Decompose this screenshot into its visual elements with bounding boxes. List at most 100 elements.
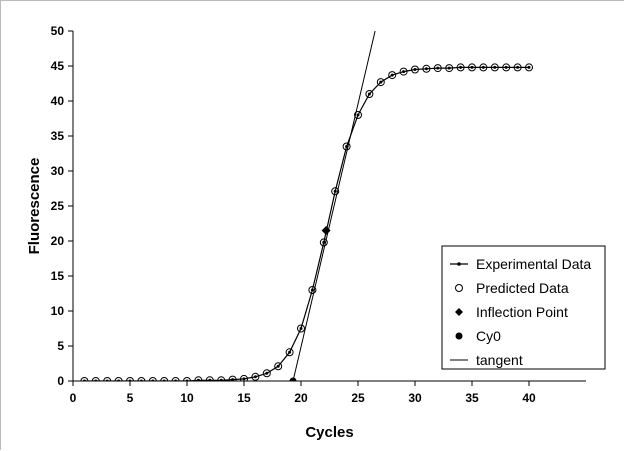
predicted-point <box>479 63 488 72</box>
predicted-point <box>297 324 305 333</box>
predicted-point <box>205 376 214 381</box>
legend-symbol-inflection-point <box>455 308 463 316</box>
y-tick-label: 50 <box>51 24 65 38</box>
experimental-point <box>424 67 428 71</box>
experimental-point <box>481 65 485 69</box>
experimental-point <box>185 379 189 381</box>
experimental-point <box>196 378 200 381</box>
legend-label-experimental-data: Experimental Data <box>476 256 591 272</box>
predicted-point <box>388 71 397 80</box>
experimental-point <box>139 379 143 381</box>
predicted-point <box>262 369 271 378</box>
experimental-point <box>356 113 360 117</box>
y-tick-label: 40 <box>51 94 65 108</box>
experimental-point <box>162 379 166 381</box>
predicted-point <box>194 376 203 381</box>
predicted-point <box>137 377 146 381</box>
predicted-point <box>80 377 89 381</box>
experimental-point <box>299 327 303 330</box>
experimental-point <box>253 375 257 379</box>
y-axis-title: Fluorescence <box>26 158 43 255</box>
experimental-point <box>276 364 280 368</box>
experimental-point <box>470 65 474 69</box>
predicted-point <box>160 377 169 381</box>
experimental-point <box>367 92 371 96</box>
predicted-point <box>217 376 226 381</box>
experimental-point <box>459 65 463 69</box>
legend-label-cy0: Cy0 <box>476 328 501 344</box>
legend-symbol-predicted-data <box>455 284 463 292</box>
predicted-point <box>331 187 340 196</box>
predicted-point <box>114 377 123 381</box>
experimental-point <box>379 80 383 84</box>
x-tick-label: 40 <box>522 391 536 405</box>
y-tick-label: 10 <box>51 304 65 318</box>
experimental-point <box>242 377 246 381</box>
experimental-point <box>174 379 178 381</box>
predicted-point <box>342 142 351 151</box>
predicted-point <box>319 238 328 247</box>
inflection-point <box>321 226 331 235</box>
experimental-point <box>504 65 508 69</box>
predicted-point <box>422 64 431 73</box>
predicted-point <box>103 377 112 381</box>
predicted-point <box>251 372 260 381</box>
y-tick-label: 45 <box>51 59 65 73</box>
experimental-line <box>84 66 529 381</box>
legend-box <box>441 245 606 370</box>
predicted-point <box>365 90 374 98</box>
experimental-point <box>94 379 98 381</box>
predicted-point <box>433 64 442 73</box>
experimental-point <box>105 379 109 381</box>
experimental-point <box>516 65 520 69</box>
x-axis-title: Cycles <box>305 424 353 441</box>
predicted-point <box>399 67 408 76</box>
experimental-point <box>402 70 406 74</box>
predicted-point <box>126 377 134 381</box>
y-tick-label: 5 <box>57 339 64 353</box>
legend-label-inflection-point: Inflection Point <box>476 304 568 320</box>
experimental-point <box>219 378 223 381</box>
y-tick-label: 30 <box>51 164 65 178</box>
experimental-point <box>265 371 269 375</box>
predicted-point <box>171 377 180 381</box>
experimental-point <box>310 288 314 292</box>
experimental-point <box>390 73 394 77</box>
predicted-point <box>513 63 522 72</box>
experimental-point <box>436 66 440 70</box>
legend-symbol-experimental-data-marker <box>457 262 461 266</box>
predicted-point <box>91 377 100 381</box>
predicted-point <box>525 63 533 72</box>
legend-label-predicted-data: Predicted Data <box>476 280 569 296</box>
predicted-point <box>148 377 157 381</box>
experimental-point <box>527 65 531 69</box>
experimental-point <box>151 379 155 381</box>
experimental-point <box>322 240 326 244</box>
experimental-point <box>288 350 292 354</box>
y-tick-label: 0 <box>57 374 64 388</box>
x-tick-label: 15 <box>237 391 251 405</box>
cy0-point <box>289 377 297 381</box>
y-tick-label: 25 <box>51 199 65 213</box>
predicted-point <box>445 64 454 73</box>
x-tick-label: 5 <box>127 391 134 405</box>
predicted-point <box>308 286 317 294</box>
x-tick-label: 20 <box>294 391 308 405</box>
legend-label-tangent: tangent <box>476 352 523 368</box>
tangent-line <box>292 31 376 381</box>
predicted-point <box>490 63 499 72</box>
plot-area <box>80 31 533 381</box>
predicted-point <box>274 362 283 371</box>
y-tick-label: 20 <box>51 234 65 248</box>
experimental-point <box>231 378 235 381</box>
x-tick-label: 25 <box>351 391 365 405</box>
predicted-point <box>183 377 191 381</box>
y-tick-label: 35 <box>51 129 65 143</box>
predicted-point <box>285 348 294 357</box>
legend-symbol-cy0 <box>455 332 463 340</box>
x-tick-label: 30 <box>408 391 422 405</box>
predicted-point <box>354 111 362 119</box>
experimental-point <box>82 379 86 381</box>
y-axis-ticks: 0 5 10 15 20 25 30 35 40 45 50 <box>51 24 73 388</box>
